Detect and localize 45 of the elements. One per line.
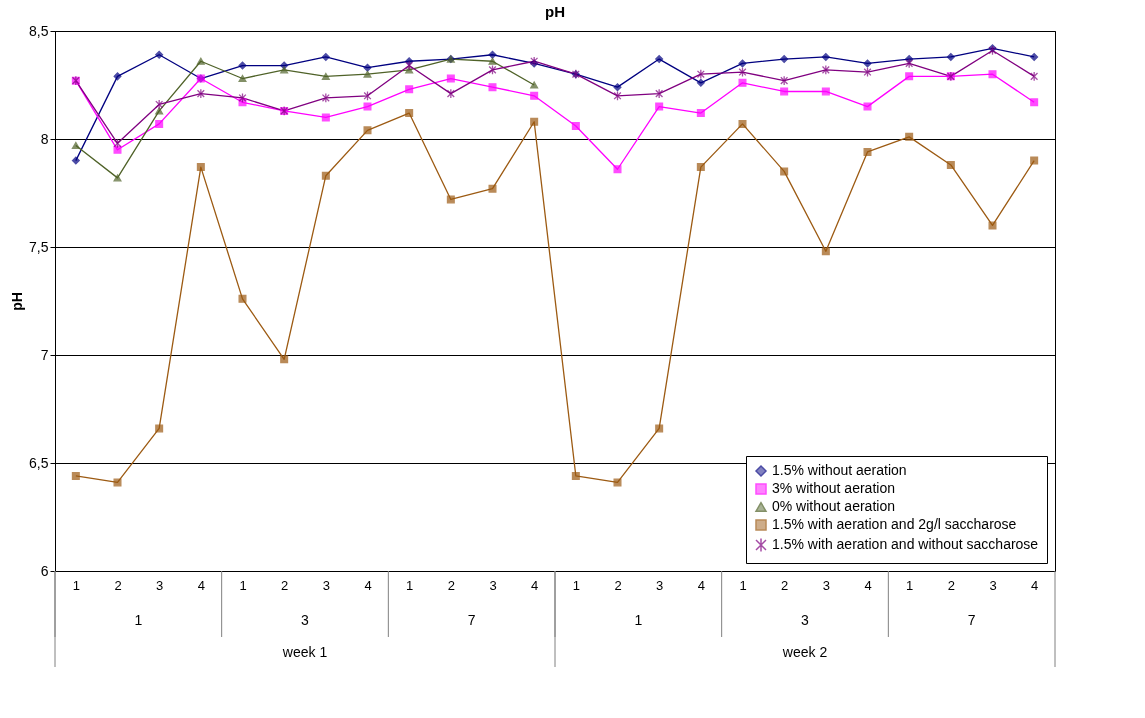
text: 7: [467, 612, 476, 628]
x-tick-label: 3: [489, 577, 497, 593]
x-tick-label: 1: [406, 577, 414, 593]
legend-label: 1.5% with aeration and without saccharose: [772, 536, 1039, 552]
legend-label: 3% without aeration: [772, 480, 895, 496]
text: week 2: [781, 644, 828, 660]
x-tick-label: 4: [197, 577, 205, 593]
y-axis-title: pH: [9, 292, 26, 311]
y-tick-label: 8: [40, 130, 49, 147]
x-tick-label: 1: [72, 577, 80, 593]
text: 3: [301, 612, 310, 628]
y-tick-label: 7,5: [29, 238, 49, 255]
text: 1: [134, 612, 143, 628]
y-tick-label: 6: [40, 562, 49, 579]
x-tick-label: 2: [114, 577, 122, 593]
text: 1: [634, 612, 643, 628]
x-tick-label: 3: [822, 577, 830, 593]
legend-label: 1.5% with aeration and 2g/l saccharose: [772, 516, 1017, 532]
x-tick-label: 4: [1031, 577, 1039, 593]
x-tick-label: 1: [239, 577, 247, 593]
x-tick-label: 4: [697, 577, 705, 593]
y-tick-label: 7: [40, 346, 49, 363]
x-tick-label: 2: [947, 577, 955, 593]
x-tick-label: 2: [447, 577, 455, 593]
x-tick-label: 3: [322, 577, 330, 593]
x-tick-label: 1: [572, 577, 580, 593]
x-tick-label: 3: [656, 577, 664, 593]
text: week 1: [281, 644, 328, 660]
chart-title: pH: [545, 3, 565, 20]
x-tick-label: 4: [531, 577, 539, 593]
x-tick-label: 4: [864, 577, 872, 593]
text: 7: [967, 612, 976, 628]
text: 3: [801, 612, 810, 628]
x-tick-label: 2: [281, 577, 289, 593]
x-tick-label: 3: [156, 577, 164, 593]
y-tick-label: 8,5: [29, 22, 49, 39]
x-tick-label: 1: [906, 577, 914, 593]
x-tick-label: 2: [614, 577, 622, 593]
x-tick-label: 4: [364, 577, 372, 593]
x-tick-label: 1: [739, 577, 747, 593]
legend-label: 0% without aeration: [772, 498, 895, 514]
y-tick-label: 6,5: [29, 454, 49, 471]
x-tick-label: 3: [989, 577, 997, 593]
legend-label: 1.5% without aeration: [772, 462, 907, 478]
x-tick-label: 2: [781, 577, 789, 593]
